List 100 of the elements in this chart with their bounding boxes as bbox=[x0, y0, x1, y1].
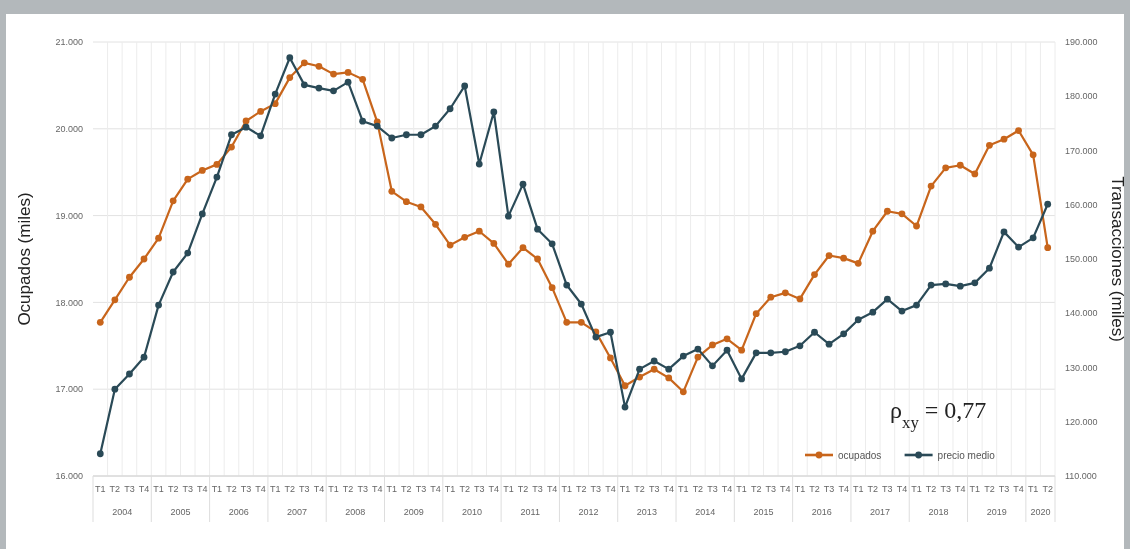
x-tick-label: T2 bbox=[226, 484, 237, 495]
x-tick-label: T3 bbox=[415, 484, 427, 495]
x-tick-label: T3 bbox=[765, 484, 777, 495]
x-tick-label: T2 bbox=[284, 484, 296, 495]
x-tick-label: T1 bbox=[852, 484, 864, 495]
x-tick-label: T3 bbox=[707, 484, 718, 495]
x-tick-label: T4 bbox=[955, 484, 966, 495]
x-tick-label: T2 bbox=[576, 484, 587, 495]
text: 2010 bbox=[461, 507, 482, 518]
x-tick-label: T2 bbox=[342, 484, 354, 495]
x-tick-label: T4 bbox=[663, 484, 674, 495]
x-tick-label: T4 bbox=[138, 484, 150, 495]
x-tick-label: T1 bbox=[561, 484, 572, 495]
x-tick-label: T2 bbox=[984, 484, 995, 495]
x-tick-label: T4 bbox=[255, 484, 266, 495]
y2-tick-label: 190.000 bbox=[1065, 37, 1098, 48]
x-tick-label: T1 bbox=[969, 484, 981, 495]
y-tick-label: 20.000 bbox=[55, 123, 83, 134]
text: 2011 bbox=[520, 507, 540, 518]
x-tick-label: T1 bbox=[269, 484, 281, 495]
x-tick-label: T3 bbox=[823, 484, 835, 495]
x-tick-label: T3 bbox=[532, 484, 543, 495]
text: 2005 bbox=[170, 507, 191, 518]
text: 2017 bbox=[870, 507, 891, 518]
x-tick-label: T2 bbox=[750, 484, 762, 495]
x-tick-label: T1 bbox=[153, 484, 164, 495]
text: 2012 bbox=[578, 507, 599, 518]
y2-tick-label: 130.000 bbox=[1065, 362, 1098, 373]
x-tick-label: T4 bbox=[896, 484, 908, 495]
x-tick-label: T1 bbox=[211, 484, 223, 495]
x-tick-label: T3 bbox=[357, 484, 368, 495]
x-tick-label: T1 bbox=[619, 484, 631, 495]
text: 2016 bbox=[811, 507, 832, 518]
x-tick-label: T2 bbox=[867, 484, 879, 495]
x-tick-label: T1 bbox=[736, 484, 747, 495]
text: 2006 bbox=[228, 507, 249, 518]
x-tick-label: T2 bbox=[401, 484, 412, 495]
text: 2018 bbox=[928, 507, 949, 518]
x-tick-label: T4 bbox=[1013, 484, 1024, 495]
x-tick-label: T1 bbox=[95, 484, 106, 495]
x-tick-label: T4 bbox=[605, 484, 616, 495]
y-axis-title: Ocupados (miles) bbox=[15, 192, 34, 326]
text: 2007 bbox=[287, 507, 308, 518]
y-tick-label: 17.000 bbox=[55, 384, 83, 395]
x-tick-label: T2 bbox=[925, 484, 937, 495]
x-tick-label: T2 bbox=[459, 484, 470, 495]
x-tick-label: T3 bbox=[182, 484, 193, 495]
x-tick-label: T1 bbox=[794, 484, 806, 495]
x-tick-label: T4 bbox=[313, 484, 325, 495]
y2-tick-label: 120.000 bbox=[1065, 416, 1098, 427]
x-tick-label: T3 bbox=[648, 484, 660, 495]
x-tick-label: T1 bbox=[678, 484, 689, 495]
x-tick-label: T3 bbox=[882, 484, 893, 495]
x-tick-label: T1 bbox=[1027, 484, 1039, 495]
x-tick-label: T1 bbox=[328, 484, 339, 495]
x-tick-label: T2 bbox=[167, 484, 179, 495]
x-tick-label: T4 bbox=[546, 484, 558, 495]
y-tick-label: 21.000 bbox=[55, 37, 83, 48]
x-tick-label: T3 bbox=[240, 484, 252, 495]
x-tick-label: T4 bbox=[371, 484, 383, 495]
x-tick-label: T1 bbox=[911, 484, 922, 495]
text: 2014 bbox=[695, 507, 716, 518]
x-tick-label: T3 bbox=[124, 484, 135, 495]
text: 2008 bbox=[345, 507, 366, 518]
text: 2015 bbox=[753, 507, 774, 518]
text: 2020 bbox=[1030, 507, 1051, 518]
text: 2013 bbox=[636, 507, 657, 518]
annotation: ρ$_{xy}$ = 0,77 bbox=[890, 397, 987, 432]
y2-axis-title: Transacciones (miles) bbox=[1108, 176, 1127, 342]
x-tick-label: T2 bbox=[1042, 484, 1053, 495]
x-tick-label: T2 bbox=[809, 484, 820, 495]
y2-tick-label: 110.000 bbox=[1065, 471, 1097, 482]
x-tick-label: T3 bbox=[590, 484, 602, 495]
x-tick-label: T1 bbox=[444, 484, 456, 495]
x-tick-label: T3 bbox=[474, 484, 485, 495]
y2-tick-label: 180.000 bbox=[1065, 91, 1098, 102]
legend-label: precio medio bbox=[937, 449, 996, 461]
x-tick-label: T4 bbox=[430, 484, 441, 495]
y2-tick-label: 140.000 bbox=[1065, 308, 1098, 319]
x-tick-label: T3 bbox=[299, 484, 310, 495]
x-tick-label: T1 bbox=[503, 484, 514, 495]
y-tick-label: 18.000 bbox=[55, 297, 83, 308]
y2-tick-label: 170.000 bbox=[1065, 145, 1098, 156]
x-tick-label: T4 bbox=[197, 484, 208, 495]
y2-tick-label: 150.000 bbox=[1065, 254, 1098, 265]
y-tick-label: 16.000 bbox=[55, 471, 83, 482]
text: 2004 bbox=[112, 507, 133, 518]
x-tick-label: T4 bbox=[780, 484, 791, 495]
x-tick-label: T2 bbox=[692, 484, 704, 495]
text: 2019 bbox=[986, 507, 1007, 518]
x-tick-label: T3 bbox=[998, 484, 1010, 495]
x-tick-label: T4 bbox=[488, 484, 500, 495]
x-tick-label: T4 bbox=[838, 484, 849, 495]
x-tick-label: T2 bbox=[634, 484, 645, 495]
text: 2009 bbox=[403, 507, 424, 518]
x-tick-label: T4 bbox=[721, 484, 733, 495]
x-tick-label: T2 bbox=[517, 484, 529, 495]
x-tick-label: T1 bbox=[386, 484, 398, 495]
x-tick-label: T3 bbox=[940, 484, 951, 495]
y2-tick-label: 160.000 bbox=[1065, 199, 1098, 210]
